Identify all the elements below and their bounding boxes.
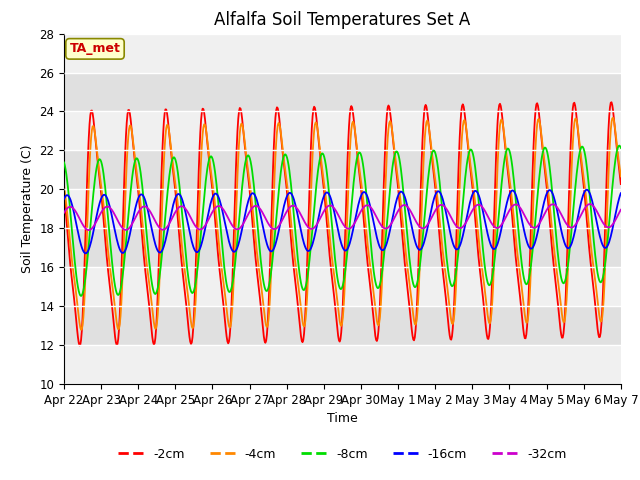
- Bar: [64, 34, 621, 72]
- Bar: [64, 345, 621, 384]
- Bar: [64, 111, 621, 150]
- X-axis label: Time: Time: [327, 412, 358, 425]
- Bar: [64, 228, 621, 267]
- Title: Alfalfa Soil Temperatures Set A: Alfalfa Soil Temperatures Set A: [214, 11, 470, 29]
- Bar: [64, 72, 621, 111]
- Bar: [64, 267, 621, 306]
- Bar: [64, 150, 621, 189]
- Text: TA_met: TA_met: [70, 42, 120, 55]
- Bar: [64, 189, 621, 228]
- Y-axis label: Soil Temperature (C): Soil Temperature (C): [20, 144, 34, 273]
- Legend: -2cm, -4cm, -8cm, -16cm, -32cm: -2cm, -4cm, -8cm, -16cm, -32cm: [113, 443, 572, 466]
- Bar: [64, 306, 621, 345]
